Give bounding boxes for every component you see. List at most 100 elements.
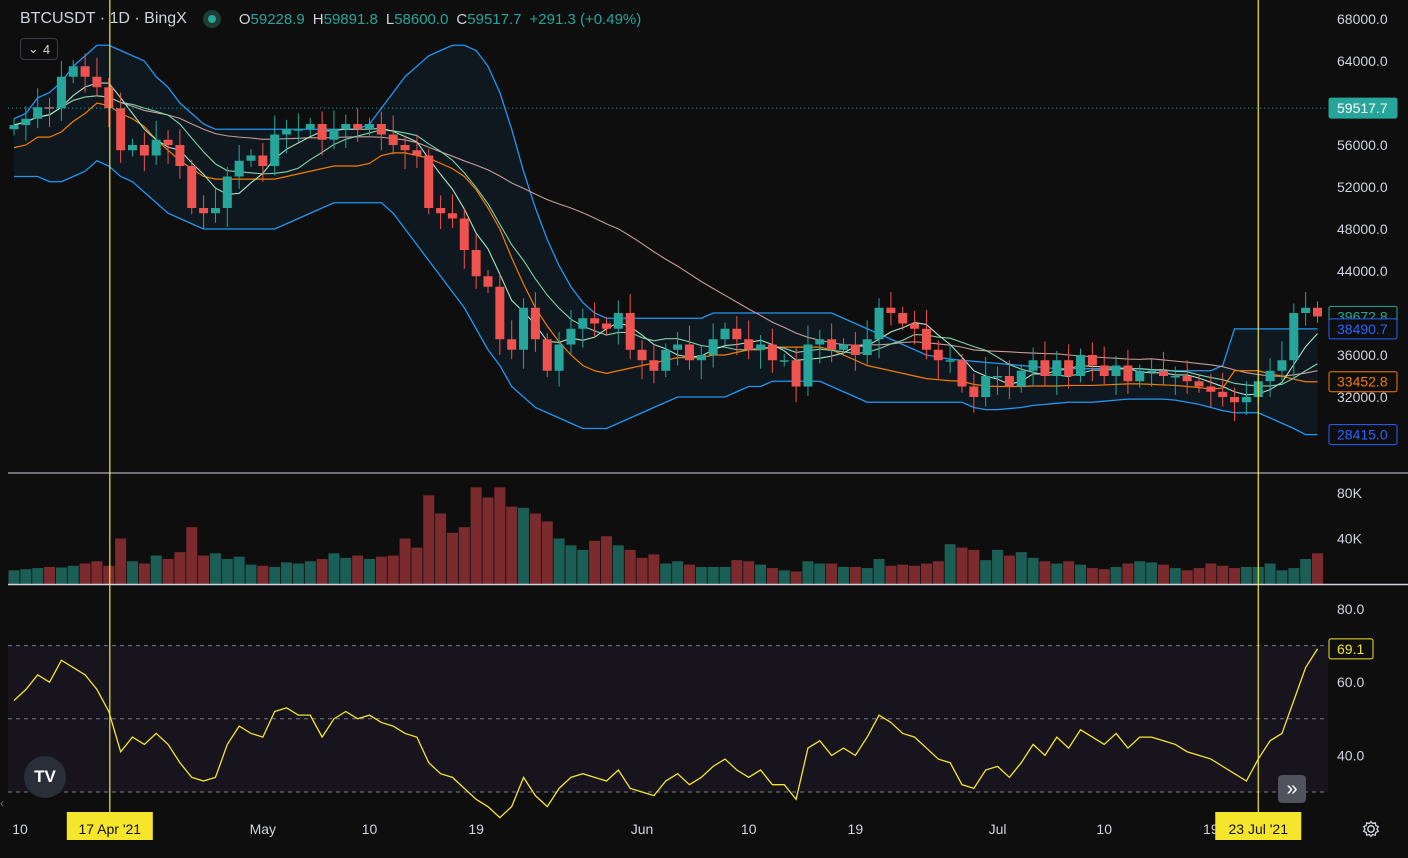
time-tick-label: May: [250, 821, 276, 837]
candle-body: [779, 360, 789, 362]
candle-body: [898, 313, 908, 324]
volume-bar: [1075, 564, 1086, 584]
volume-bar: [55, 567, 67, 584]
candle-body: [1099, 365, 1109, 376]
chevron-down-icon: ⌄: [27, 41, 39, 56]
volume-bar: [470, 487, 482, 584]
rsi-tick-label: 60.0: [1337, 674, 1364, 690]
scroll-to-realtime-button[interactable]: »: [1278, 775, 1306, 803]
volume-bar: [1039, 561, 1051, 584]
candle-body: [530, 307, 540, 340]
volume-bar: [482, 497, 494, 584]
volume-bar: [221, 558, 233, 584]
candle-body: [744, 339, 754, 350]
time-tick-label: Jul: [989, 821, 1007, 837]
candle-body: [1218, 391, 1228, 397]
market-status-icon: [202, 10, 221, 28]
candle-body: [317, 124, 327, 140]
price-badge: [1328, 318, 1398, 340]
price-badge: [1328, 97, 1398, 119]
volume-bar: [446, 532, 458, 584]
volume-bar: [127, 561, 138, 584]
candle-body: [199, 208, 209, 214]
candle-body: [661, 349, 671, 371]
candle-body: [341, 124, 351, 130]
candle-body: [447, 213, 457, 219]
volume-bar: [518, 507, 530, 584]
candle-body: [353, 124, 363, 130]
candle-body: [329, 129, 339, 140]
volume-bar: [1193, 568, 1205, 584]
volume-bar: [304, 561, 316, 584]
candle-body: [542, 339, 552, 371]
candle-body: [507, 339, 517, 350]
candle-body: [1170, 376, 1180, 378]
symbol-title[interactable]: BTCUSDT · 1D · BingX: [20, 10, 187, 27]
price-badge-label: 59517.7: [1337, 100, 1388, 116]
candle-body: [1111, 365, 1121, 376]
candle-body: [56, 76, 66, 109]
volume-bar: [992, 549, 1004, 584]
price-tick-label: 52000.0: [1337, 179, 1388, 195]
volume-bar: [909, 565, 921, 584]
candle-body: [578, 318, 588, 329]
gear-icon[interactable]: [1358, 816, 1384, 842]
candle-body: [151, 139, 161, 156]
price-badge-label: 33452.8: [1337, 374, 1388, 390]
candle-body: [720, 328, 730, 340]
candle-body: [471, 250, 481, 277]
candle-body: [684, 344, 694, 361]
volume-bar: [1027, 557, 1039, 584]
volume-bar: [20, 569, 32, 584]
candle-body: [1076, 355, 1085, 376]
candle-body: [104, 87, 114, 109]
volume-bar: [601, 536, 612, 584]
volume-bar: [411, 547, 423, 584]
price-tick-label: 32000.0: [1337, 389, 1388, 405]
tradingview-logo-icon[interactable]: TV: [24, 756, 66, 798]
volume-bar: [1276, 570, 1288, 584]
candle-body: [436, 208, 446, 214]
candle-body: [566, 328, 576, 345]
candle-body: [116, 108, 126, 151]
indicators-toggle-button[interactable]: ⌄ 4: [20, 38, 58, 60]
candle-body: [1016, 370, 1026, 387]
candle-body: [483, 276, 493, 287]
candle-body: [80, 66, 90, 77]
candle-body: [673, 344, 683, 350]
open-label: O: [238, 10, 251, 28]
candle-body: [957, 360, 967, 387]
candle-body: [625, 313, 635, 350]
volume-bar: [1217, 565, 1229, 584]
volume-bar: [1063, 561, 1075, 584]
time-tick-label: 19: [1203, 821, 1219, 837]
volume-bar: [1169, 568, 1181, 584]
volume-bar: [1300, 558, 1312, 584]
volume-bar: [755, 564, 767, 584]
volume-bar: [162, 558, 174, 584]
volume-bar: [672, 561, 684, 584]
candle-body: [1064, 360, 1074, 376]
candle-body: [945, 360, 955, 362]
candle-body: [1194, 381, 1204, 387]
volume-bar: [1312, 553, 1323, 584]
crosshair-date-label: 17 Apr '21: [78, 821, 141, 837]
volume-bar: [174, 552, 186, 584]
volume-bar: [624, 549, 636, 584]
chevron-left-icon[interactable]: ‹: [0, 796, 4, 810]
rsi-tick-label: 40.0: [1337, 747, 1364, 763]
candle-body: [1265, 370, 1275, 382]
candle-body: [1147, 370, 1157, 373]
candle-body: [649, 360, 659, 371]
price-badge-label: 28415.0: [1337, 427, 1388, 443]
price-tick-label: 44000.0: [1337, 263, 1388, 279]
volume-bar: [32, 568, 44, 584]
candle-body: [791, 360, 801, 387]
volume-bar: [458, 527, 470, 584]
time-tick-label: 19: [848, 821, 864, 837]
candle-body: [519, 307, 529, 350]
candle-body: [210, 208, 220, 214]
price-tick-label: 36000.0: [1337, 347, 1388, 363]
candle-body: [222, 176, 232, 208]
